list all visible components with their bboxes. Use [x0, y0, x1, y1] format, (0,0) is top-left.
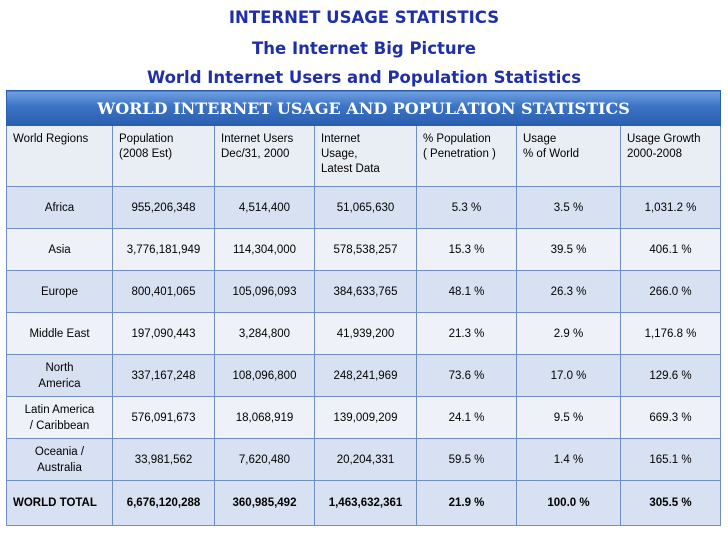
column-header: % Population( Penetration ) [416, 125, 517, 187]
penetration-cell: 24.1 % [416, 396, 517, 439]
world-share-cell: 1.4 % [516, 438, 621, 481]
region-cell: Africa [6, 186, 113, 229]
usage-cell: 578,538,257 [314, 228, 417, 271]
column-header: Internet Users Dec/31, 2000 [214, 125, 315, 187]
table-row: Oceania / Australia 33,981,562 7,620,480 20,… [6, 438, 721, 481]
users-2000-cell: 108,096,800 [214, 354, 315, 397]
users-2000-cell: 4,514,400 [214, 186, 315, 229]
penetration-cell: 73.6 % [416, 354, 517, 397]
world-share-cell: 100.0 % [516, 480, 621, 526]
region-cell: North America [6, 354, 113, 397]
world-share-cell: 39.5 % [516, 228, 621, 271]
column-header: Usage% of World [516, 125, 621, 187]
usage-cell: 51,065,630 [314, 186, 417, 229]
table-row: Latin America / Caribbean 576,091,673 18,06… [6, 396, 721, 439]
population-cell: 6,676,120,288 [112, 480, 215, 526]
users-2000-cell: 3,284,800 [214, 312, 315, 355]
population-cell: 337,167,248 [112, 354, 215, 397]
usage-cell: 1,463,632,361 [314, 480, 417, 526]
usage-cell: 41,939,200 [314, 312, 417, 355]
world-share-cell: 2.9 % [516, 312, 621, 355]
column-header: Internet Usage, Latest Data [314, 125, 417, 187]
table-row: Europe 800,401,065 105,096,093 384,633,765 4… [6, 270, 721, 313]
usage-cell: 20,204,331 [314, 438, 417, 481]
region-cell: Latin America / Caribbean [6, 396, 113, 439]
title-line-1: INTERNET USAGE STATISTICS [228, 8, 500, 27]
table-row: Middle East 197,090,443 3,284,800 41,939,20… [6, 312, 721, 355]
growth-cell: 165.1 % [620, 438, 721, 481]
population-cell: 33,981,562 [112, 438, 215, 481]
users-2000-cell: 18,068,919 [214, 396, 315, 439]
growth-cell: 1,031.2 % [620, 186, 721, 229]
title-line-2: The Internet Big Picture [252, 39, 476, 58]
usage-cell: 139,009,209 [314, 396, 417, 439]
region-cell: Asia [6, 228, 113, 271]
title-line-3: World Internet Users and Population Stat… [146, 68, 582, 87]
penetration-cell: 15.3 % [416, 228, 517, 271]
region-cell: Middle East [6, 312, 113, 355]
penetration-cell: 48.1 % [416, 270, 517, 313]
region-cell: Oceania / Australia [6, 438, 113, 481]
table-heading: WORLD INTERNET USAGE AND POPULATION STAT… [6, 90, 721, 126]
growth-cell: 669.3 % [620, 396, 721, 439]
users-2000-cell: 114,304,000 [214, 228, 315, 271]
table-row: Asia 3,776,181,949 114,304,000 578,538,257 1… [6, 228, 721, 271]
region-cell: WORLD TOTAL [6, 480, 113, 526]
penetration-cell: 21.9 % [416, 480, 517, 526]
users-2000-cell: 105,096,093 [214, 270, 315, 313]
growth-cell: 129.6 % [620, 354, 721, 397]
stats-table-container: WORLD INTERNET USAGE AND POPULATION STAT… [6, 90, 721, 526]
total-row: WORLD TOTAL 6,676,120,288 360,985,492 1,463… [6, 480, 721, 526]
world-share-cell: 17.0 % [516, 354, 621, 397]
penetration-cell: 21.3 % [416, 312, 517, 355]
table-row: North America 337,167,248 108,096,800 248,24… [6, 354, 721, 397]
world-share-cell: 9.5 % [516, 396, 621, 439]
population-cell: 955,206,348 [112, 186, 215, 229]
stats-table: WORLD INTERNET USAGE AND POPULATION STAT… [6, 90, 721, 526]
growth-cell: 1,176.8 % [620, 312, 721, 355]
column-header: Usage Growth 2000-2008 [620, 125, 721, 187]
region-cell: Europe [6, 270, 113, 313]
usage-cell: 384,633,765 [314, 270, 417, 313]
column-header: Population (2008 Est) [112, 125, 215, 187]
population-cell: 3,776,181,949 [112, 228, 215, 271]
table-row: Africa 955,206,348 4,514,400 51,065,630 5.3 … [6, 186, 721, 229]
growth-cell: 305.5 % [620, 480, 721, 526]
column-header-row: World Regions Population (2008 Est) Interne… [6, 125, 721, 187]
population-cell: 197,090,443 [112, 312, 215, 355]
table-heading-row: WORLD INTERNET USAGE AND POPULATION STAT… [6, 90, 721, 126]
population-cell: 576,091,673 [112, 396, 215, 439]
growth-cell: 266.0 % [620, 270, 721, 313]
world-share-cell: 26.3 % [516, 270, 621, 313]
penetration-cell: 59.5 % [416, 438, 517, 481]
growth-cell: 406.1 % [620, 228, 721, 271]
users-2000-cell: 360,985,492 [214, 480, 315, 526]
users-2000-cell: 7,620,480 [214, 438, 315, 481]
world-share-cell: 3.5 % [516, 186, 621, 229]
penetration-cell: 5.3 % [416, 186, 517, 229]
population-cell: 800,401,065 [112, 270, 215, 313]
usage-cell: 248,241,969 [314, 354, 417, 397]
column-header: World Regions [6, 125, 113, 187]
